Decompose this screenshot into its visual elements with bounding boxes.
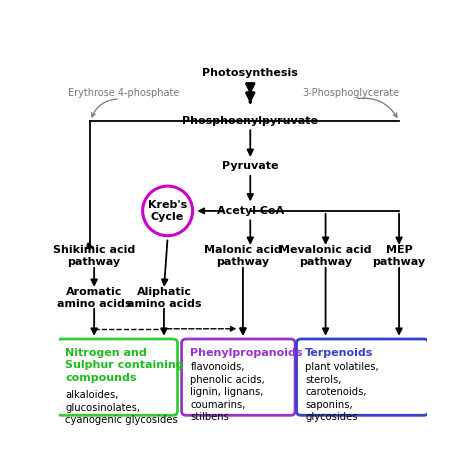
Text: plant volatiles,
sterols,
carotenoids,
saponins,
glycosides: plant volatiles, sterols, carotenoids, s… [305, 362, 379, 422]
Text: Phenylpropanoids: Phenylpropanoids [191, 348, 303, 358]
Text: alkaloides,
glucosinolates,
cyanogenic glycosides: alkaloides, glucosinolates, cyanogenic g… [65, 390, 178, 425]
Text: Terpenoids: Terpenoids [305, 348, 374, 358]
Text: MEP
pathway: MEP pathway [373, 245, 426, 266]
Text: Nitrogen and
Sulphur containing
compounds: Nitrogen and Sulphur containing compound… [65, 348, 184, 383]
Text: Pyruvate: Pyruvate [222, 161, 279, 172]
Text: Aromatic
amino acids: Aromatic amino acids [57, 287, 131, 309]
Text: Mevalonic acid
pathway: Mevalonic acid pathway [279, 245, 372, 266]
Text: flavonoids,
phenolic acids,
lignin, lignans,
coumarins,
stilbens: flavonoids, phenolic acids, lignin, lign… [191, 362, 265, 422]
FancyBboxPatch shape [57, 339, 178, 415]
Text: Malonic acid
pathway: Malonic acid pathway [204, 245, 282, 266]
Text: Erythrose 4-phosphate: Erythrose 4-phosphate [68, 88, 179, 99]
Text: Photosynthesis: Photosynthesis [202, 68, 298, 78]
Text: Kreb's
Cycle: Kreb's Cycle [148, 200, 187, 222]
Text: Aliphatic
amino acids: Aliphatic amino acids [127, 287, 201, 309]
FancyBboxPatch shape [297, 339, 428, 415]
Text: Acetyl CoA: Acetyl CoA [217, 206, 284, 216]
Text: 3-Phosphoglycerate: 3-Phosphoglycerate [303, 88, 400, 99]
Text: Phosphoenylpyruvate: Phosphoenylpyruvate [182, 116, 318, 126]
FancyBboxPatch shape [182, 339, 295, 415]
Text: Shikimic acid
pathway: Shikimic acid pathway [53, 245, 135, 266]
